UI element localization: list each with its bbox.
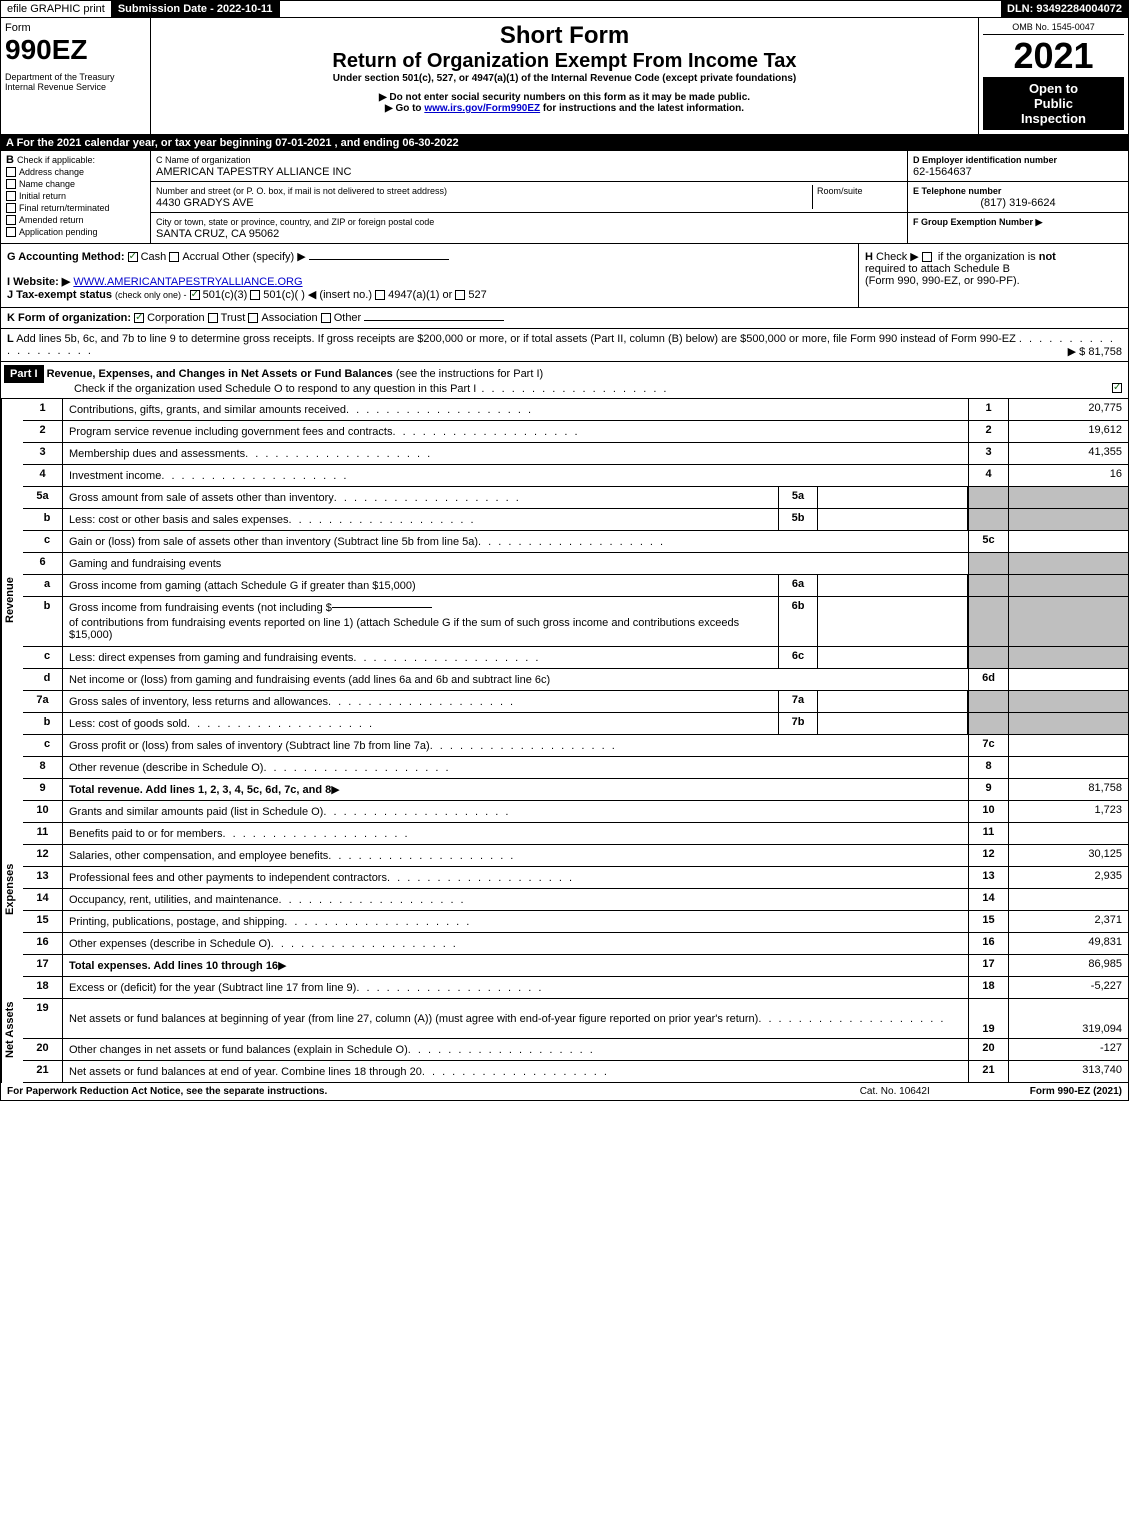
b-label: B — [6, 154, 14, 166]
amended-return-checkbox[interactable] — [6, 215, 16, 225]
info-grid: B Check if applicable: Address change Na… — [0, 151, 1129, 244]
e-label: E Telephone number — [913, 186, 1001, 196]
line19-value: 319,094 — [1008, 999, 1128, 1038]
telephone: (817) 319-6624 — [913, 197, 1123, 209]
expenses-label: Expenses — [1, 801, 23, 977]
address-change-checkbox[interactable] — [6, 167, 16, 177]
h-label: H — [865, 251, 873, 263]
page-footer: For Paperwork Reduction Act Notice, see … — [0, 1083, 1129, 1101]
revenue-section: Revenue 1Contributions, gifts, grants, a… — [0, 399, 1129, 801]
line15-value: 2,371 — [1008, 911, 1128, 932]
efile-label[interactable]: efile GRAPHIC print — [1, 1, 112, 17]
initial-return-checkbox[interactable] — [6, 191, 16, 201]
form-number: 990EZ — [5, 34, 146, 66]
line12-value: 30,125 — [1008, 845, 1128, 866]
city-state-zip: SANTA CRUZ, CA 95062 — [156, 228, 279, 240]
line3-value: 41,355 — [1008, 443, 1128, 464]
4947-checkbox[interactable] — [375, 290, 385, 300]
return-title: Return of Organization Exempt From Incom… — [155, 50, 974, 73]
short-form-title: Short Form — [155, 22, 974, 50]
part1-tab: Part I — [4, 365, 44, 383]
topbar: efile GRAPHIC print Submission Date - 20… — [0, 0, 1129, 18]
tax-year: 2021 — [983, 35, 1124, 77]
expenses-section: Expenses 10Grants and similar amounts pa… — [0, 801, 1129, 977]
j-label: J Tax-exempt status — [7, 289, 112, 301]
paperwork-notice: For Paperwork Reduction Act Notice, see … — [7, 1086, 327, 1097]
line18-value: -5,227 — [1008, 977, 1128, 998]
ein: 62-1564637 — [913, 166, 972, 178]
line2-value: 19,612 — [1008, 421, 1128, 442]
l-label: L — [7, 333, 14, 345]
netassets-section: Net Assets 18Excess or (deficit) for the… — [0, 977, 1129, 1083]
subtitle: Under section 501(c), 527, or 4947(a)(1)… — [155, 73, 974, 84]
line9-value: 81,758 — [1008, 779, 1128, 800]
city-label: City or town, state or province, country… — [156, 217, 434, 227]
g-label: G Accounting Method: — [7, 251, 125, 263]
note-goto: ▶ Go to www.irs.gov/Form990EZ for instru… — [155, 103, 974, 114]
open-to-public: Open to Public Inspection — [983, 77, 1124, 130]
website-link[interactable]: WWW.AMERICANTAPESTRYALLIANCE.ORG — [73, 276, 302, 288]
501c-checkbox[interactable] — [250, 290, 260, 300]
k-label: K Form of organization: — [7, 312, 131, 324]
line16-value: 49,831 — [1008, 933, 1128, 954]
d-label: D Employer identification number — [913, 155, 1057, 165]
association-checkbox[interactable] — [248, 313, 258, 323]
final-return-checkbox[interactable] — [6, 203, 16, 213]
application-pending-checkbox[interactable] — [6, 227, 16, 237]
line-a: A For the 2021 calendar year, or tax yea… — [0, 135, 1129, 151]
omb-number: OMB No. 1545-0047 — [983, 22, 1124, 35]
schedule-o-checkbox[interactable] — [1112, 383, 1122, 393]
street-label: Number and street (or P. O. box, if mail… — [156, 186, 447, 196]
cat-number: Cat. No. 10642I — [860, 1086, 930, 1097]
street-address: 4430 GRADYS AVE — [156, 197, 254, 209]
room-label: Room/suite — [817, 186, 863, 196]
irs-link[interactable]: www.irs.gov/Form990EZ — [424, 103, 540, 114]
i-label: I Website: ▶ — [7, 276, 70, 288]
line10-value: 1,723 — [1008, 801, 1128, 822]
corporation-checkbox[interactable] — [134, 313, 144, 323]
line4-value: 16 — [1008, 465, 1128, 486]
dept-treasury: Department of the Treasury — [5, 72, 146, 82]
line20-value: -127 — [1008, 1039, 1128, 1060]
l-value: ▶ $ 81,758 — [1068, 345, 1122, 358]
form-ref: Form 990-EZ (2021) — [1030, 1086, 1122, 1097]
line21-value: 313,740 — [1008, 1061, 1128, 1082]
other-checkbox[interactable] — [321, 313, 331, 323]
line13-value: 2,935 — [1008, 867, 1128, 888]
org-name: AMERICAN TAPESTRY ALLIANCE INC — [156, 166, 351, 178]
trust-checkbox[interactable] — [208, 313, 218, 323]
501c3-checkbox[interactable] — [190, 290, 200, 300]
line1-value: 20,775 — [1008, 399, 1128, 420]
f-label: F Group Exemption Number ▶ — [913, 217, 1042, 227]
h-checkbox[interactable] — [922, 252, 932, 262]
note-ssn: ▶ Do not enter social security numbers o… — [155, 92, 974, 103]
dln: DLN: 93492284004072 — [1001, 1, 1128, 17]
irs: Internal Revenue Service — [5, 82, 146, 92]
527-checkbox[interactable] — [455, 290, 465, 300]
accrual-checkbox[interactable] — [169, 252, 179, 262]
submission-date: Submission Date - 2022-10-11 — [112, 1, 280, 17]
line17-value: 86,985 — [1008, 955, 1128, 976]
netassets-label: Net Assets — [1, 977, 23, 1083]
l-text: Add lines 5b, 6c, and 7b to line 9 to de… — [16, 333, 1016, 345]
c-label: C Name of organization — [156, 155, 251, 165]
revenue-label: Revenue — [1, 399, 23, 801]
part1-header: Part I Revenue, Expenses, and Changes in… — [0, 362, 1129, 399]
name-change-checkbox[interactable] — [6, 179, 16, 189]
form-header: Form 990EZ Department of the Treasury In… — [0, 18, 1129, 135]
form-label: Form — [5, 22, 146, 34]
cash-checkbox[interactable] — [128, 252, 138, 262]
